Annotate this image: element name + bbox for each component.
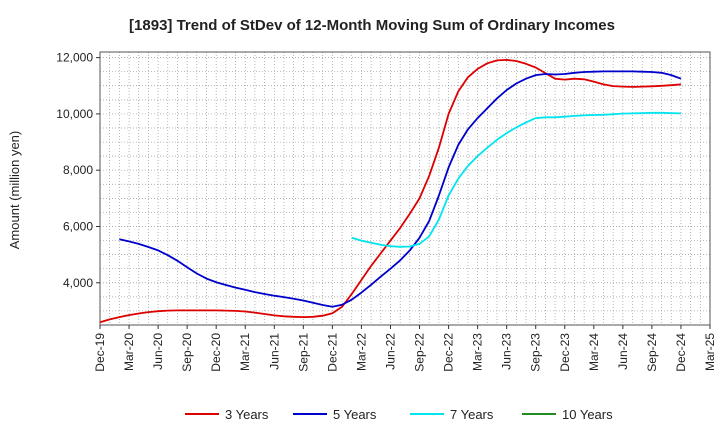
x-axis: Dec-19 Mar-20 Jun-20 Sep-20 Dec-20 Mar-21 Jun-… [93,325,717,372]
series-line-7-years [351,111,682,248]
x-tick-label: Mar-21 [238,333,252,371]
x-tick-label: Mar-20 [122,333,136,371]
x-tick-label: Dec-19 [93,333,107,372]
x-tick-label: Jun-24 [616,333,630,370]
plot-area-frame [99,51,711,326]
x-tick-label: Mar-24 [587,333,601,371]
x-tick-label: Jun-22 [383,333,397,370]
x-tick-label: Jun-21 [267,333,281,370]
y-tick-label: 10,000 [56,107,93,121]
grid [99,52,711,325]
x-tick-label: Jun-23 [500,333,514,370]
x-tick-label: Jun-20 [151,333,165,370]
x-tick-label: Dec-22 [442,333,456,372]
legend-label: 7 Years [450,407,494,422]
x-tick-label: Sep-21 [296,333,310,372]
series-line-5-years [119,70,682,308]
x-tick-label: Dec-24 [674,333,688,372]
y-tick-label: 6,000 [63,219,93,233]
legend-label: 5 Years [333,407,377,422]
series-group [99,59,682,324]
x-tick-label: Dec-20 [209,333,223,372]
x-tick-label: Sep-20 [180,333,194,372]
series-line-3-years [99,59,682,324]
x-tick-label: Mar-22 [354,333,368,371]
chart-title: [1893] Trend of StDev of 12-Month Moving… [129,17,615,34]
x-tick-label: Mar-25 [703,333,717,371]
x-tick-label: Dec-21 [325,333,339,372]
y-axis: 4,000 6,000 8,000 10,000 12,000 [56,51,100,290]
x-tick-label: Mar-23 [471,333,485,371]
legend-label: 3 Years [225,407,269,422]
x-tick-label: Sep-24 [645,333,659,372]
y-tick-label: 12,000 [56,51,93,65]
y-tick-label: 4,000 [63,276,93,290]
y-axis-label: Amount (million yen) [7,131,22,250]
legend: 3 Years 5 Years 7 Years 10 Years [185,407,613,422]
x-tick-label: Sep-22 [413,333,427,372]
legend-label: 10 Years [562,407,613,422]
y-tick-label: 8,000 [63,163,93,177]
x-tick-label: Dec-23 [558,333,572,372]
x-tick-label: Sep-23 [529,333,543,372]
